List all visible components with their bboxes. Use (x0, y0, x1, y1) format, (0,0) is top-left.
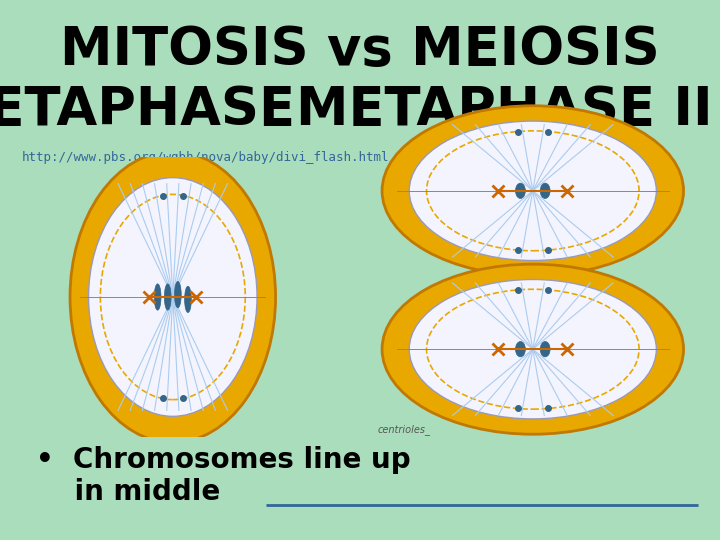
Ellipse shape (164, 284, 171, 310)
Ellipse shape (516, 183, 526, 199)
Text: •  Chromosomes line up: • Chromosomes line up (36, 446, 410, 474)
Text: MITOSIS vs MEIOSIS: MITOSIS vs MEIOSIS (60, 24, 660, 76)
Ellipse shape (154, 284, 161, 310)
Ellipse shape (174, 281, 181, 308)
Ellipse shape (540, 341, 550, 357)
Text: in middle: in middle (36, 478, 220, 506)
Ellipse shape (382, 106, 683, 276)
Text: METAPHASE II: METAPHASE II (296, 84, 712, 136)
Text: centrioles_: centrioles_ (377, 424, 431, 435)
Ellipse shape (382, 264, 683, 434)
Ellipse shape (409, 121, 657, 260)
Text: METAPHASE: METAPHASE (0, 84, 294, 136)
Ellipse shape (70, 151, 276, 443)
Text: http://www.pbs.org/wgbh/nova/baby/divi_flash.html: http://www.pbs.org/wgbh/nova/baby/divi_f… (22, 151, 389, 164)
Ellipse shape (184, 286, 192, 313)
Ellipse shape (409, 280, 657, 419)
Ellipse shape (540, 183, 550, 199)
Ellipse shape (516, 341, 526, 357)
Ellipse shape (89, 178, 257, 416)
